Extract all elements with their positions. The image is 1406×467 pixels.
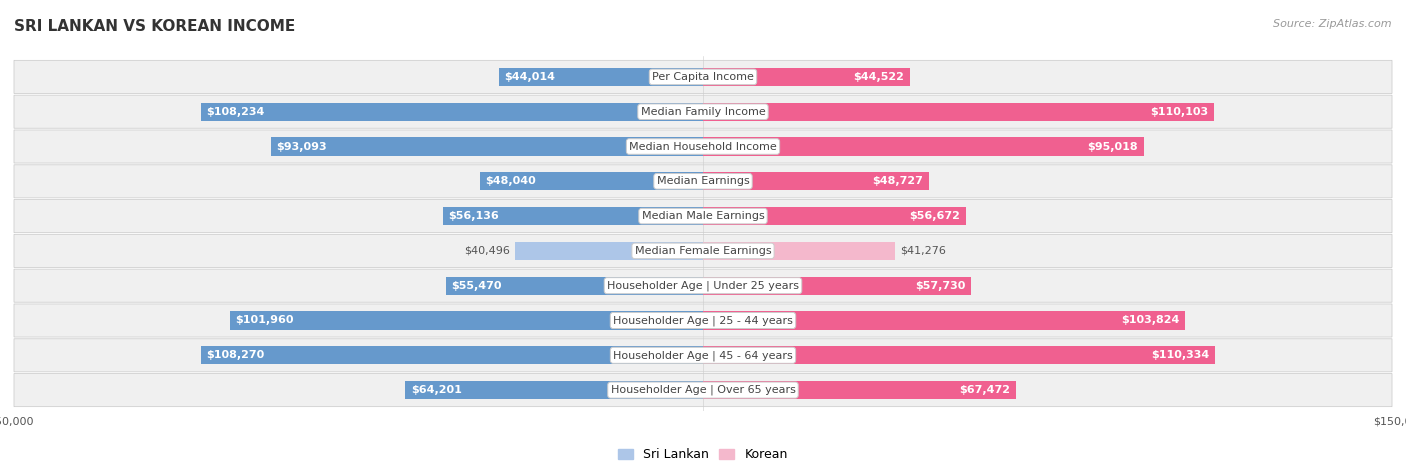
Text: $55,470: $55,470 xyxy=(451,281,502,290)
Text: $40,496: $40,496 xyxy=(464,246,509,256)
FancyBboxPatch shape xyxy=(14,165,1392,198)
FancyBboxPatch shape xyxy=(14,234,1392,268)
Bar xyxy=(703,311,1185,330)
Text: $57,730: $57,730 xyxy=(915,281,966,290)
Bar xyxy=(703,68,910,86)
Text: $56,136: $56,136 xyxy=(449,211,499,221)
Text: $101,960: $101,960 xyxy=(235,316,294,325)
Text: $110,103: $110,103 xyxy=(1150,107,1208,117)
Legend: Sri Lankan, Korean: Sri Lankan, Korean xyxy=(619,448,787,461)
Bar xyxy=(703,207,966,225)
Text: $103,824: $103,824 xyxy=(1121,316,1180,325)
Text: Householder Age | 45 - 64 years: Householder Age | 45 - 64 years xyxy=(613,350,793,361)
Text: $48,040: $48,040 xyxy=(485,177,537,186)
FancyBboxPatch shape xyxy=(14,269,1392,302)
Bar xyxy=(703,172,929,191)
Text: $95,018: $95,018 xyxy=(1088,142,1139,151)
Text: $108,270: $108,270 xyxy=(207,350,264,360)
Text: $64,201: $64,201 xyxy=(411,385,461,395)
Bar xyxy=(231,311,703,330)
Text: Median Female Earnings: Median Female Earnings xyxy=(634,246,772,256)
Text: $93,093: $93,093 xyxy=(277,142,328,151)
Bar xyxy=(703,242,894,260)
Text: SRI LANKAN VS KOREAN INCOME: SRI LANKAN VS KOREAN INCOME xyxy=(14,19,295,34)
FancyBboxPatch shape xyxy=(14,60,1392,93)
Bar xyxy=(703,346,1215,364)
Bar xyxy=(703,276,972,295)
Bar xyxy=(201,103,703,121)
Bar xyxy=(703,103,1213,121)
Text: $67,472: $67,472 xyxy=(959,385,1011,395)
Bar xyxy=(201,346,703,364)
Bar xyxy=(405,381,703,399)
Bar xyxy=(703,137,1144,156)
Bar xyxy=(443,207,703,225)
Text: Median Household Income: Median Household Income xyxy=(628,142,778,151)
Text: $108,234: $108,234 xyxy=(207,107,264,117)
Text: $56,672: $56,672 xyxy=(910,211,960,221)
FancyBboxPatch shape xyxy=(14,374,1392,407)
Text: $110,334: $110,334 xyxy=(1152,350,1209,360)
Text: Median Male Earnings: Median Male Earnings xyxy=(641,211,765,221)
Text: $44,522: $44,522 xyxy=(853,72,904,82)
Text: Householder Age | Under 25 years: Householder Age | Under 25 years xyxy=(607,281,799,291)
Text: $48,727: $48,727 xyxy=(873,177,924,186)
Text: Source: ZipAtlas.com: Source: ZipAtlas.com xyxy=(1274,19,1392,28)
Bar xyxy=(271,137,703,156)
Bar xyxy=(479,172,703,191)
Bar xyxy=(515,242,703,260)
Text: Householder Age | 25 - 44 years: Householder Age | 25 - 44 years xyxy=(613,315,793,326)
Text: Median Family Income: Median Family Income xyxy=(641,107,765,117)
FancyBboxPatch shape xyxy=(14,130,1392,163)
Text: Householder Age | Over 65 years: Householder Age | Over 65 years xyxy=(610,385,796,396)
FancyBboxPatch shape xyxy=(14,95,1392,128)
FancyBboxPatch shape xyxy=(14,339,1392,372)
Text: Median Earnings: Median Earnings xyxy=(657,177,749,186)
Bar xyxy=(446,276,703,295)
FancyBboxPatch shape xyxy=(14,199,1392,233)
FancyBboxPatch shape xyxy=(14,304,1392,337)
Text: Per Capita Income: Per Capita Income xyxy=(652,72,754,82)
Text: $44,014: $44,014 xyxy=(505,72,555,82)
Bar xyxy=(499,68,703,86)
Text: $41,276: $41,276 xyxy=(900,246,946,256)
Bar xyxy=(703,381,1017,399)
